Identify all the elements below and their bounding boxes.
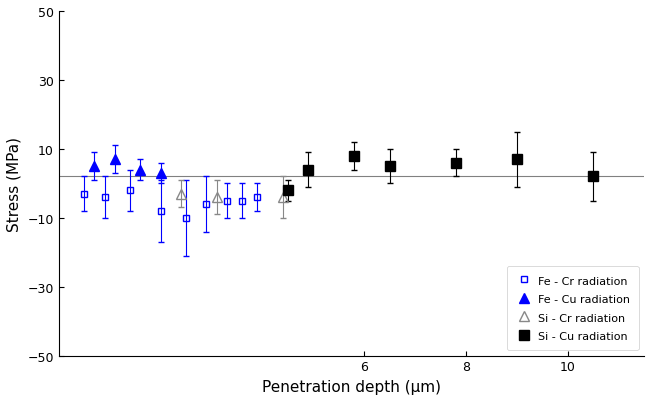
Line: Fe - Cu radiation: Fe - Cu radiation xyxy=(90,155,165,178)
Fe - Cr radiation xyxy=(182,216,190,221)
Si - Cu radiation xyxy=(350,154,358,159)
Fe - Cr radiation xyxy=(202,202,210,207)
Fe - Cr radiation xyxy=(101,195,109,200)
Fe - Cu radiation xyxy=(90,164,98,169)
Fe - Cr radiation xyxy=(238,198,246,203)
Line: Si - Cr radiation: Si - Cr radiation xyxy=(176,189,288,203)
Si - Cu radiation xyxy=(589,174,597,179)
Fe - Cu radiation xyxy=(157,171,165,176)
Line: Fe - Cr radiation: Fe - Cr radiation xyxy=(81,187,261,222)
Si - Cr radiation xyxy=(177,192,185,196)
Si - Cr radiation xyxy=(279,195,286,200)
Fe - Cr radiation xyxy=(126,188,134,193)
Si - Cu radiation xyxy=(304,168,312,172)
Fe - Cr radiation xyxy=(253,195,261,200)
Si - Cu radiation xyxy=(385,164,393,169)
Y-axis label: Stress (MPa): Stress (MPa) xyxy=(7,136,22,231)
Fe - Cr radiation xyxy=(157,209,165,214)
Si - Cu radiation xyxy=(284,188,292,193)
Si - Cu radiation xyxy=(452,161,460,166)
Legend: Fe - Cr radiation, Fe - Cu radiation, Si - Cr radiation, Si - Cu radiation: Fe - Cr radiation, Fe - Cu radiation, Si… xyxy=(506,266,639,350)
Fe - Cu radiation xyxy=(111,157,118,162)
Si - Cr radiation xyxy=(213,195,221,200)
Fe - Cr radiation xyxy=(223,198,230,203)
Fe - Cu radiation xyxy=(136,168,144,172)
Fe - Cr radiation xyxy=(80,192,88,196)
Si - Cu radiation xyxy=(513,157,521,162)
X-axis label: Penetration depth (μm): Penetration depth (μm) xyxy=(262,379,441,394)
Line: Si - Cu radiation: Si - Cu radiation xyxy=(283,152,598,196)
